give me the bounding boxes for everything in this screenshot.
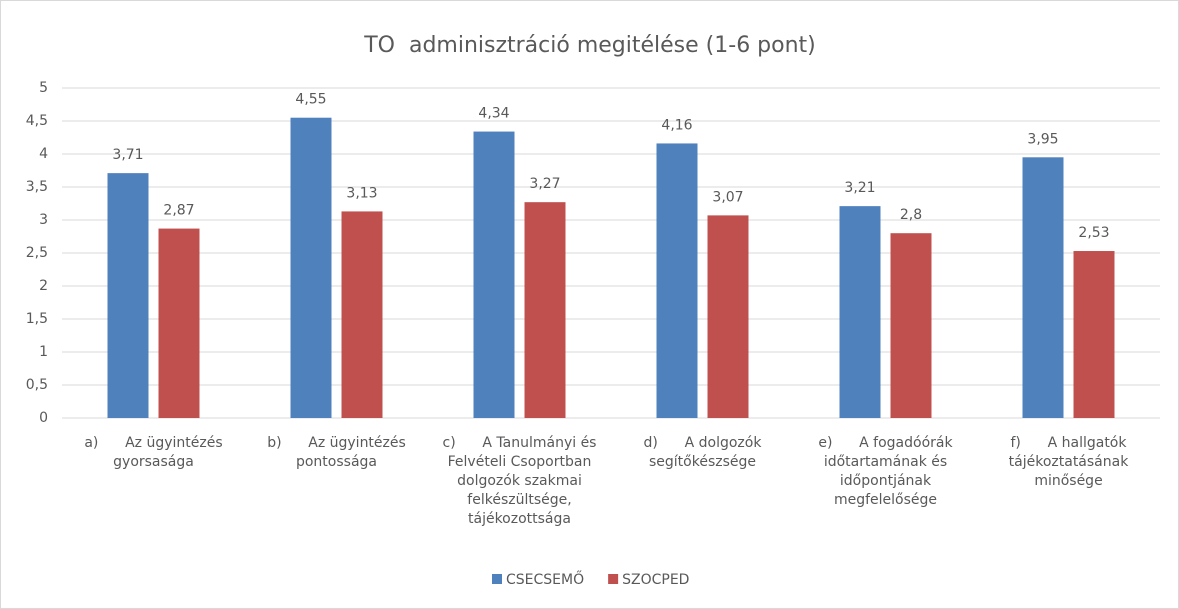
value-label: 4,34 (478, 106, 509, 122)
x-tick-label: gyorsasága (113, 454, 194, 470)
y-tick-label: 5 (39, 80, 48, 96)
value-label: 3,95 (1027, 131, 1058, 147)
x-tick-label: felkészültsége, (467, 492, 571, 508)
x-tick-label: a) Az ügyintézés (84, 435, 222, 451)
value-label: 3,07 (712, 189, 743, 205)
legend-swatch (608, 574, 619, 584)
x-tick-label: d) A dolgozók (644, 435, 763, 451)
y-tick-label: 1,5 (26, 311, 48, 327)
x-tick-label: időtartamának és (824, 454, 947, 470)
x-tick-label: Felvételi Csoportban (448, 454, 592, 470)
bar (107, 173, 149, 418)
y-tick-label: 0 (39, 410, 48, 426)
y-tick-label: 1 (39, 344, 48, 360)
y-tick-label: 4 (39, 146, 48, 162)
value-label: 3,13 (346, 185, 377, 201)
value-label: 2,8 (900, 207, 922, 223)
value-label: 4,55 (295, 92, 326, 108)
x-tick-label: dolgozók szakmai (457, 473, 582, 489)
y-tick-label: 2,5 (26, 245, 48, 261)
bar (839, 206, 881, 418)
value-label: 3,21 (844, 180, 875, 196)
bar (158, 228, 200, 418)
y-tick-label: 0,5 (26, 377, 48, 393)
bar (1022, 157, 1064, 419)
value-label: 2,53 (1078, 225, 1109, 241)
x-tick-label: tájékoztatásának (1009, 454, 1130, 470)
x-tick-label: időpontjának (840, 473, 932, 489)
x-tick-label: minősége (1034, 473, 1102, 489)
bar (890, 233, 932, 418)
value-label: 3,71 (112, 147, 143, 163)
bar (524, 202, 566, 418)
value-label: 3,27 (529, 176, 560, 192)
y-tick-label: 4,5 (26, 113, 48, 129)
x-tick-label: tájékozottsága (468, 511, 571, 527)
x-tick-label: b) Az ügyintézés (267, 435, 406, 451)
bar (656, 143, 698, 418)
x-tick-label: megfelelősége (834, 492, 937, 508)
value-label: 4,16 (661, 117, 692, 133)
legend-label: CSECSEMŐ (506, 570, 584, 588)
y-tick-label: 3,5 (26, 179, 48, 195)
bar (473, 131, 515, 418)
x-tick-label: e) A fogadóórák (818, 435, 953, 451)
chart-title: TO adminisztráció megitélése (1-6 pont) (363, 33, 816, 58)
legend-swatch (492, 574, 502, 584)
x-tick-label: segítőkészsége (649, 454, 756, 470)
bar (707, 215, 749, 418)
y-tick-label: 3 (39, 212, 48, 228)
bar (1073, 251, 1115, 418)
value-label: 2,87 (163, 203, 194, 219)
y-tick-label: 2 (39, 278, 48, 294)
x-tick-label: f) A hallgatók (1011, 435, 1128, 451)
x-tick-label: c) A Tanulmányi és (443, 435, 597, 451)
legend-label: SZOCPED (622, 572, 689, 588)
x-tick-label: pontossága (296, 454, 377, 470)
bar (341, 211, 383, 418)
bar (290, 117, 332, 418)
